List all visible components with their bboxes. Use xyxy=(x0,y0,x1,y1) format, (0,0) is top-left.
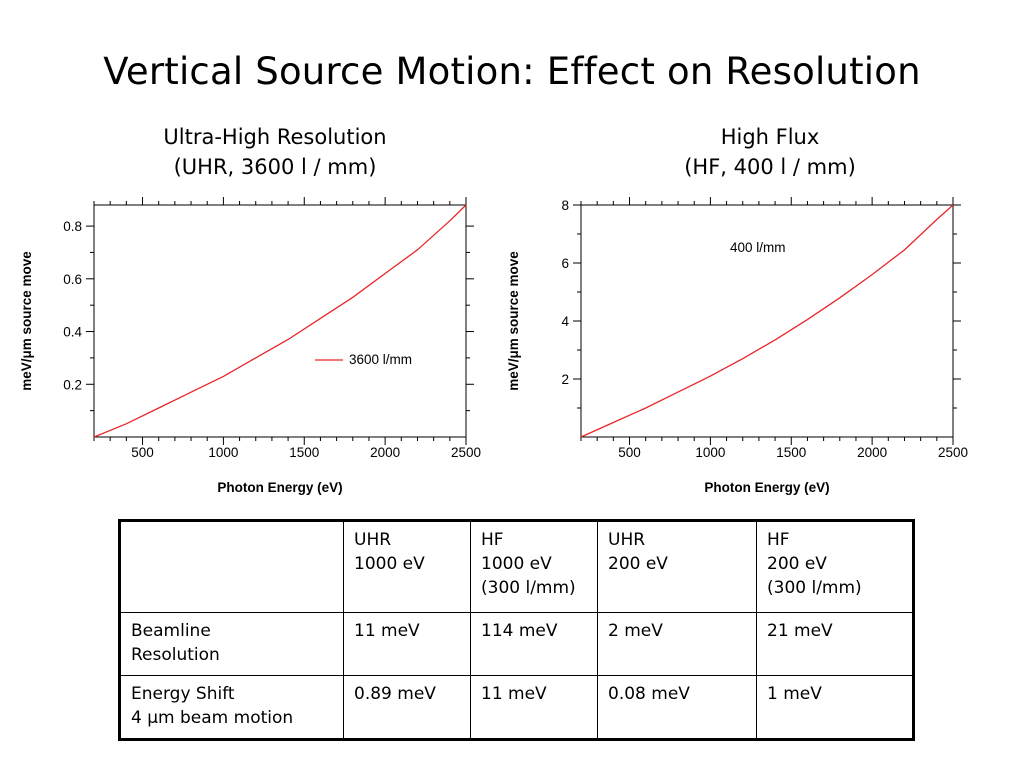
header-line: (300 l/mm) xyxy=(481,578,576,598)
uhr-series-line xyxy=(93,204,467,438)
header-line: 1000 eV xyxy=(481,554,552,574)
uhr-x-tick-label: 1000 xyxy=(208,445,238,460)
uhr-x-axis-label: Photon Energy (eV) xyxy=(217,480,342,495)
table-header-cell: HF 200 eV (300 l/mm) xyxy=(756,520,914,613)
header-line: UHR xyxy=(608,530,646,550)
header-line: UHR xyxy=(354,530,392,550)
table-row-energy-shift: Energy Shift 4 μm beam motion 0.89 meV 1… xyxy=(119,675,914,740)
left-chart-subtitle: Ultra-High Resolution (UHR, 3600 l / mm) xyxy=(120,122,430,182)
table-row-beamline-resolution: Beamline Resolution 11 meV 114 meV 2 meV… xyxy=(119,612,914,676)
hf-series-line xyxy=(580,204,954,438)
header-line: 1000 eV xyxy=(354,554,425,574)
header-line: 200 eV xyxy=(608,554,668,574)
table-header-row: UHR 1000 eV HF 1000 eV (300 l/mm) UHR 20… xyxy=(119,520,914,613)
page-title: Vertical Source Motion: Effect on Resolu… xyxy=(103,50,921,93)
right-subtitle-line-1: High Flux xyxy=(720,125,820,149)
hf-x-tick-label: 500 xyxy=(618,445,641,460)
uhr-chart: 500 1000 1500 2000 2500 0.2 0.4 0.6 0.8 Photon En… xyxy=(19,197,481,495)
hf-y-tick-label: 8 xyxy=(561,198,569,213)
row-label-cell: Beamline Resolution xyxy=(119,612,344,676)
uhr-y-tick-label: 0.2 xyxy=(63,377,82,392)
table-cell: 11 meV xyxy=(343,612,471,676)
left-subtitle-line-2: (UHR, 3600 l / mm) xyxy=(173,155,377,179)
header-line: (300 l/mm) xyxy=(767,578,862,598)
hf-legend-label: 400 l/mm xyxy=(730,240,786,255)
uhr-plot-frame xyxy=(93,204,467,438)
hf-x-tick-label: 2500 xyxy=(938,445,968,460)
right-chart-subtitle: High Flux (HF, 400 l / mm) xyxy=(615,122,925,182)
comparison-table: UHR 1000 eV HF 1000 eV (300 l/mm) UHR 20… xyxy=(118,519,915,741)
row-label-line: 4 μm beam motion xyxy=(131,708,294,728)
row-label-cell: Energy Shift 4 μm beam motion xyxy=(119,675,344,740)
uhr-y-tick-label: 0.4 xyxy=(63,325,82,340)
hf-x-axis-label: Photon Energy (eV) xyxy=(704,480,829,495)
hf-y-tick-label: 4 xyxy=(561,314,569,329)
right-subtitle-line-2: (HF, 400 l / mm) xyxy=(684,155,856,179)
table-cell: 2 meV xyxy=(597,612,757,676)
header-line: 200 eV xyxy=(767,554,827,574)
uhr-x-tick-label: 1500 xyxy=(289,445,319,460)
uhr-y-tick-label: 0.8 xyxy=(63,219,82,234)
table-cell: 1 meV xyxy=(756,675,914,740)
header-line: HF xyxy=(767,530,790,550)
table-cell: 21 meV xyxy=(756,612,914,676)
hf-y-axis-label: meV/μm source move xyxy=(506,251,521,391)
hf-y-tick-label: 6 xyxy=(561,256,569,271)
table-header-cell: UHR 200 eV xyxy=(597,520,757,613)
table-header-cell: HF 1000 eV (300 l/mm) xyxy=(470,520,598,613)
table-header-cell: UHR 1000 eV xyxy=(343,520,471,613)
uhr-legend-label: 3600 l/mm xyxy=(349,352,412,367)
hf-chart: 500 1000 1500 2000 2500 2 4 6 8 Photon Energy (eV… xyxy=(506,197,968,495)
hf-y-tick-label: 2 xyxy=(561,372,569,387)
left-subtitle-line-1: Ultra-High Resolution xyxy=(163,125,387,149)
row-label-line: Energy Shift xyxy=(131,684,235,704)
table-cell: 0.89 meV xyxy=(343,675,471,740)
table-cell: 114 meV xyxy=(470,612,598,676)
row-label-line: Resolution xyxy=(131,645,220,665)
hf-x-tick-label: 2000 xyxy=(857,445,887,460)
uhr-x-tick-label: 2000 xyxy=(370,445,400,460)
hf-x-tick-label: 1000 xyxy=(695,445,725,460)
row-label-line: Beamline xyxy=(131,621,211,641)
table-cell: 11 meV xyxy=(470,675,598,740)
hf-x-tick-label: 1500 xyxy=(776,445,806,460)
uhr-y-tick-label: 0.6 xyxy=(63,272,82,287)
uhr-x-tick-label: 2500 xyxy=(451,445,481,460)
uhr-x-tick-label: 500 xyxy=(131,445,154,460)
uhr-y-axis-label: meV/μm source move xyxy=(19,251,34,391)
table-corner-cell xyxy=(119,520,344,613)
header-line: HF xyxy=(481,530,504,550)
table-cell: 0.08 meV xyxy=(597,675,757,740)
